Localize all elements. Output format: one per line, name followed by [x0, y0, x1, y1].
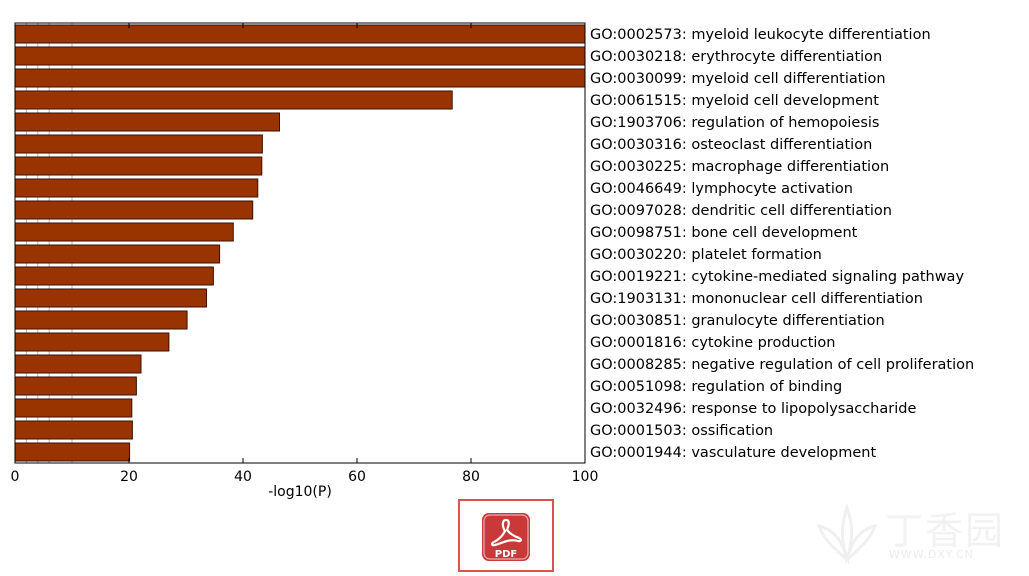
- flower-logo-icon: [816, 503, 878, 565]
- bar: [14, 222, 234, 242]
- x-axis-label: -log10(P): [268, 484, 332, 500]
- category-label: GO:0008285: negative regulation of cell …: [590, 357, 974, 373]
- category-label: GO:0030218: erythrocyte differentiation: [590, 49, 882, 65]
- bar: [14, 288, 207, 308]
- grid-layer: [25, 23, 73, 463]
- category-label: GO:0097028: dendritic cell differentiati…: [590, 203, 892, 219]
- bar: [14, 310, 188, 330]
- x-tick-label: 100: [572, 469, 599, 485]
- bar: [14, 90, 453, 110]
- category-label: GO:1903706: regulation of hemopoiesis: [590, 115, 879, 131]
- pdf-icon: PDF: [482, 513, 530, 561]
- x-tick-label: 80: [462, 469, 480, 485]
- bar: [14, 156, 263, 176]
- category-label: GO:0030220: platelet formation: [590, 247, 822, 263]
- bar: [14, 442, 131, 462]
- watermark-text: 丁香园: [885, 509, 1006, 553]
- category-label: GO:1903131: mononuclear cell differentia…: [590, 291, 923, 307]
- bar: [14, 178, 259, 198]
- category-label: GO:0098751: bone cell development: [590, 225, 858, 241]
- category-label: GO:0030225: macrophage differentiation: [590, 159, 889, 175]
- bar: [14, 134, 263, 154]
- category-label: GO:0030316: osteoclast differentiation: [590, 137, 872, 153]
- bar: [14, 420, 133, 440]
- bar: [14, 68, 586, 88]
- category-labels: GO:0002573: myeloid leukocyte differenti…: [590, 27, 974, 461]
- bar: [14, 112, 280, 132]
- category-label: GO:0032496: response to lipopolysacchari…: [590, 401, 916, 417]
- category-label: GO:0001944: vasculature development: [590, 445, 876, 461]
- bar: [14, 354, 142, 374]
- category-label: GO:0061515: myeloid cell development: [590, 93, 879, 109]
- pdf-badge-label: PDF: [495, 549, 517, 560]
- category-label: GO:0030851: granulocyte differentiation: [590, 313, 885, 329]
- bar: [14, 266, 214, 286]
- category-label: GO:0051098: regulation of binding: [590, 379, 842, 395]
- bars-layer: [14, 24, 586, 462]
- bar: [14, 46, 586, 66]
- category-label: GO:0046649: lymphocyte activation: [590, 181, 853, 197]
- category-label: GO:0001503: ossification: [590, 423, 773, 439]
- bar: [14, 244, 221, 264]
- category-label: GO:0001816: cytokine production: [590, 335, 835, 351]
- bar: [14, 398, 133, 418]
- x-tick-label: 20: [120, 469, 138, 485]
- pdf-download-button[interactable]: PDF: [458, 499, 554, 572]
- plot-frame: [14, 22, 586, 464]
- category-label: GO:0002573: myeloid leukocyte differenti…: [590, 27, 931, 43]
- bar: [14, 200, 254, 220]
- category-label: GO:0030099: myeloid cell differentiation: [590, 71, 886, 87]
- watermark-url: WWW.DXY.CN: [889, 548, 974, 561]
- bar: [14, 376, 137, 396]
- category-label: GO:0019221: cytokine-mediated signaling …: [590, 269, 964, 285]
- x-axis: 0 20 40 60 80 100: [11, 23, 599, 485]
- bar: [14, 332, 170, 352]
- x-tick-label: 40: [234, 469, 252, 485]
- x-tick-label: 60: [348, 469, 366, 485]
- bar: [14, 24, 586, 44]
- x-tick-label: 0: [11, 469, 20, 485]
- watermark: 丁香园 WWW.DXY.CN: [815, 500, 1025, 570]
